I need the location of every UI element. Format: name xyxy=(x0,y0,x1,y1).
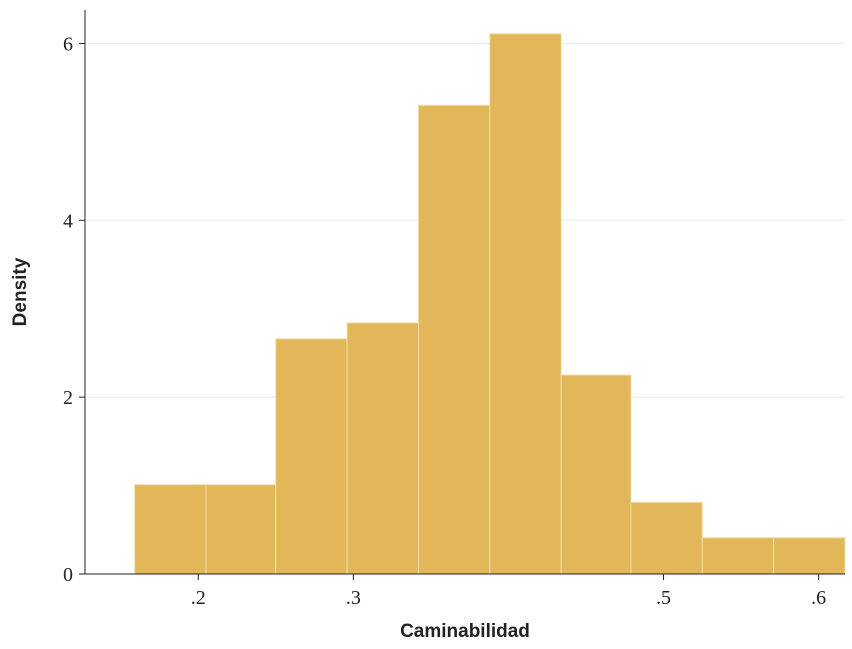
y-tick-label: 4 xyxy=(63,210,73,232)
x-tick-label: .2 xyxy=(191,587,206,609)
y-axis-title: Density xyxy=(10,257,31,326)
x-tick-label: .6 xyxy=(811,587,826,609)
y-tick-label: 2 xyxy=(63,387,73,409)
y-tick-label: 6 xyxy=(63,33,73,55)
bar xyxy=(275,338,348,575)
bar xyxy=(773,537,846,575)
bar xyxy=(134,484,207,575)
bar xyxy=(630,501,703,575)
bar xyxy=(205,484,277,575)
x-axis-title: Caminabilidad xyxy=(400,621,530,642)
bar xyxy=(417,104,491,575)
x-tick-label: .5 xyxy=(656,587,671,609)
bar xyxy=(701,537,775,575)
x-tick-label: .3 xyxy=(346,587,361,609)
bar xyxy=(560,374,632,575)
bar xyxy=(489,33,562,575)
y-tick-label: 0 xyxy=(63,564,73,586)
bar xyxy=(346,322,419,575)
